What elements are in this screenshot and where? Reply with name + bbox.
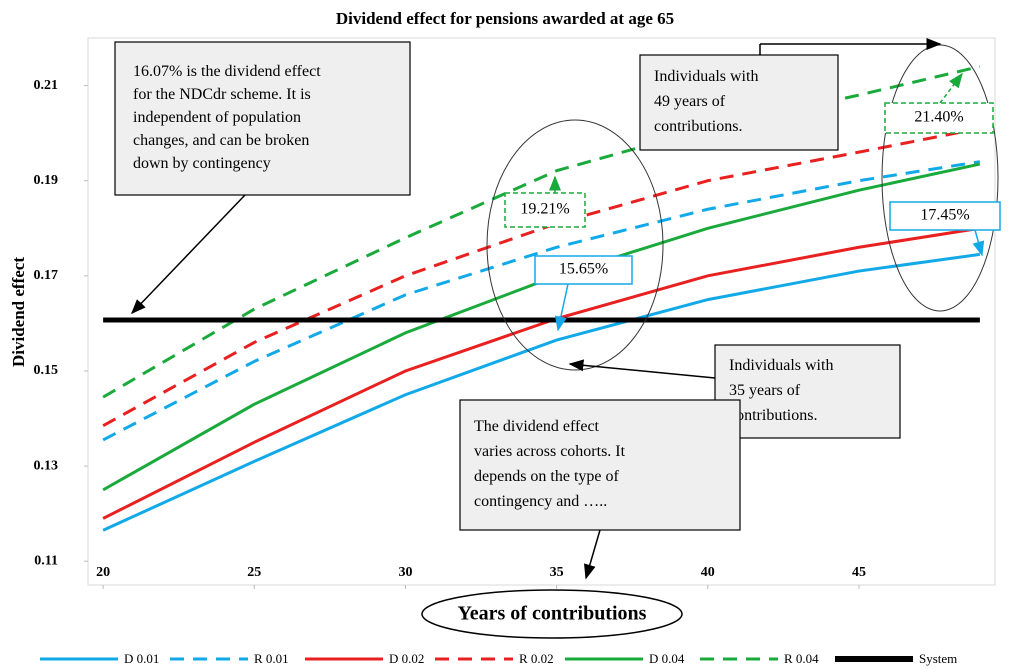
x-tick-label: 45	[852, 565, 866, 580]
legend-label: R 0.01	[254, 651, 289, 666]
plot-border	[87, 37, 996, 586]
y-tick-label: 0.15	[34, 363, 59, 378]
series-line	[102, 252, 981, 532]
y-tick-label: 0.11	[34, 553, 58, 568]
arrow	[972, 229, 985, 257]
series-line	[102, 65, 981, 399]
legend: D 0.01 R 0.01 D 0.02 R 0.02 D 0.04 R 0.04 Syst…	[40, 651, 957, 666]
series-line	[102, 126, 981, 427]
plot-area: 0.11 0.13 0.15 0.17 0.19 0.21 20 25 30 35 40 45	[34, 37, 996, 589]
annotation-text: 17.45%	[920, 207, 969, 224]
annotation-text: varies across cohorts. It	[474, 443, 626, 460]
annotation-text: down by contingency	[133, 155, 271, 172]
y-tick-label: 0.19	[34, 173, 59, 188]
annotations: 16.07% is the dividend effect for the NDC…	[114, 38, 1001, 580]
annotation-box	[884, 102, 994, 134]
annotation-box	[459, 399, 741, 531]
annotation-text: 35 years of	[729, 382, 801, 399]
x-axis-title: Years of contributions	[458, 603, 647, 625]
x-tick-label: 30	[398, 565, 412, 580]
annotation-text: independent of population	[133, 109, 301, 126]
y-axis-title: Dividend effect	[9, 257, 28, 367]
annotation-text: Individuals with	[729, 357, 833, 374]
arrow	[584, 529, 601, 580]
legend-label: D 0.01	[124, 651, 159, 666]
annotation-text: contributions.	[729, 407, 817, 424]
arrow	[568, 359, 716, 379]
legend-label: D 0.04	[649, 651, 685, 666]
x-tick-label: 20	[96, 565, 110, 580]
y-tick-label: 0.13	[34, 458, 59, 473]
annotation-text: changes, and can be broken	[133, 132, 309, 149]
annotation-box	[114, 41, 411, 196]
arrow	[939, 72, 963, 104]
y-tick-label: 0.17	[34, 268, 59, 283]
annotation-text: contributions.	[654, 118, 742, 135]
annotation-text: 19.21%	[520, 201, 569, 218]
y-tick-label: 0.21	[34, 78, 59, 93]
legend-label: R 0.02	[519, 651, 554, 666]
annotation-text: 49 years of	[654, 93, 726, 110]
annotation-text: The dividend effect	[474, 418, 600, 435]
x-tick-label: 35	[550, 565, 564, 580]
x-tick-label: 40	[701, 565, 715, 580]
annotation-text: 16.07% is the dividend effect	[133, 63, 321, 80]
x-title-ellipse	[421, 589, 683, 639]
legend-label: System	[919, 651, 957, 666]
annotation-text: Individuals with	[654, 68, 758, 85]
annotation-text: depends on the type of	[474, 468, 620, 485]
arrow	[130, 194, 246, 315]
chart-title: Dividend effect for pensions awarded at …	[336, 9, 674, 28]
annotation-box	[504, 192, 586, 228]
annotation-text: 21.40%	[914, 109, 963, 126]
x-tick-label: 25	[247, 565, 261, 580]
arrow	[555, 283, 569, 332]
annotation-text: for the NDCdr scheme. It is	[133, 86, 311, 103]
annotation-box	[639, 54, 839, 151]
annotation-box	[534, 255, 633, 285]
annotation-text: contingency and …..	[474, 493, 607, 510]
annotation-box	[714, 344, 901, 439]
annotation-text: 15.65%	[559, 261, 608, 278]
series-line	[102, 160, 981, 442]
legend-label: D 0.02	[389, 651, 424, 666]
annotation-box	[889, 201, 1001, 231]
legend-label: R 0.04	[784, 651, 819, 666]
